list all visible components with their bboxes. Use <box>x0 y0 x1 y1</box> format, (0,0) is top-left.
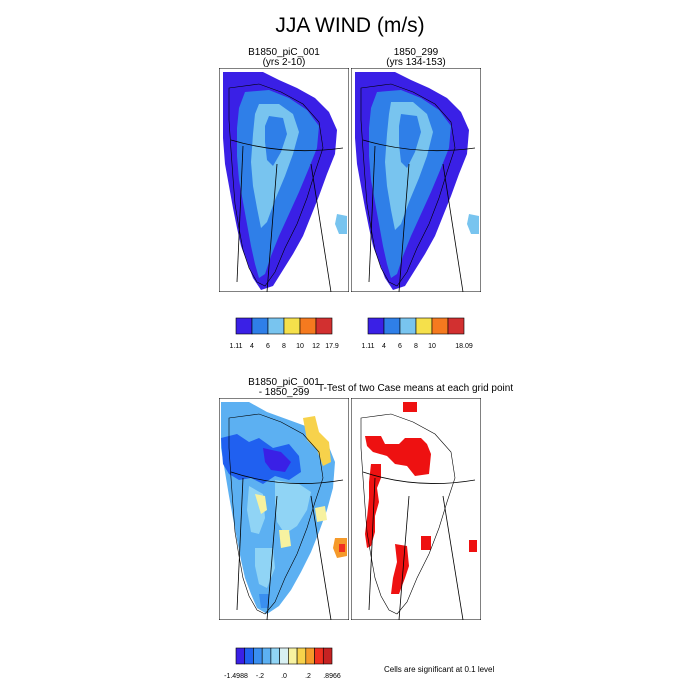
coastline <box>228 83 324 287</box>
colorbar-label: 4 <box>382 343 386 350</box>
colorbar-label: 18.09 <box>455 343 473 350</box>
colorbar-label: 6 <box>266 343 270 350</box>
panel1-title-text: B1850_piC_001 <box>248 47 320 58</box>
panel3-title: B1850_piC_001 - 1850_299 <box>220 378 348 398</box>
colorbar-swatch <box>322 647 333 665</box>
colorbar-swatch <box>296 647 307 665</box>
colorbar-label: 1.11 <box>361 343 374 350</box>
wind-field <box>223 72 347 290</box>
panel3-title-text: B1850_piC_001 <box>248 377 320 388</box>
map-panel-2 <box>351 68 481 292</box>
graticule <box>362 471 476 620</box>
colorbar-swatch <box>415 317 433 335</box>
colorbar-label: 12 <box>312 343 320 350</box>
colorbar-swatch <box>288 647 298 665</box>
graticule <box>362 139 476 292</box>
coastline <box>360 413 456 615</box>
panel1-title: B1850_piC_001 (yrs 2-10) <box>220 48 348 68</box>
colorbar-label: 10 <box>428 343 436 350</box>
panel3-subtitle: - 1850_299 <box>258 387 310 398</box>
panel2-title: 1850_299 (yrs 134-153) <box>352 48 480 68</box>
colorbar-label: 8 <box>414 343 418 350</box>
map-panel-1 <box>219 68 349 292</box>
colorbar-label: .8966 <box>323 673 341 680</box>
colorbar-1: 1.11 4 6 8 10 12 17.9 <box>229 317 339 350</box>
colorbar-label: 17.9 <box>325 343 339 350</box>
map-panel-3 <box>219 398 349 620</box>
colorbar-swatch <box>235 317 253 335</box>
colorbar-2: 1.11 4 6 8 10 18.09 <box>361 317 473 350</box>
colorbar-swatch <box>244 647 254 665</box>
graticule <box>230 471 344 620</box>
colorbar-label: -1.4988 <box>224 673 248 680</box>
figure-title: JJA WIND (m/s) <box>275 14 425 37</box>
wind-field <box>355 72 479 290</box>
colorbar-swatch <box>305 647 315 665</box>
colorbar-swatch <box>299 317 317 335</box>
colorbar-3: -1.4988 -.2 .0 .2 .8966 <box>224 647 341 680</box>
difference-field <box>221 402 347 614</box>
significance-cells <box>365 402 477 594</box>
map-panel-4 <box>351 398 481 620</box>
panel2-subtitle: (yrs 134-153) <box>386 57 446 68</box>
coastline <box>228 413 324 615</box>
colorbar-swatch <box>270 647 280 665</box>
colorbar-label: 10 <box>296 343 304 350</box>
colorbar-label: 4 <box>250 343 254 350</box>
colorbar-swatch <box>314 647 324 665</box>
colorbar-label: -.2 <box>256 673 264 680</box>
colorbar-swatch <box>315 317 333 335</box>
panel2-title-text: 1850_299 <box>393 47 439 58</box>
colorbar-swatch <box>447 317 465 335</box>
colorbar-swatch <box>367 317 385 335</box>
colorbar-swatch <box>431 317 449 335</box>
significance-note: Cells are significant at 0.1 level <box>384 665 495 674</box>
colorbar-swatch <box>399 317 417 335</box>
colorbar-swatch <box>279 647 289 665</box>
colorbar-swatch <box>383 317 401 335</box>
colorbar-swatch <box>235 647 246 665</box>
colorbar-swatch <box>261 647 272 665</box>
colorbar-label: .2 <box>305 673 311 680</box>
colorbar-swatch <box>267 317 285 335</box>
colorbar-label: 6 <box>398 343 402 350</box>
graticule <box>230 139 344 292</box>
panel4-title: T-Test of two Case means at each grid po… <box>318 383 514 394</box>
colorbar-swatch <box>251 317 269 335</box>
colorbar-swatch <box>283 317 301 335</box>
colorbar-label: 1.11 <box>229 343 242 350</box>
colorbar-swatch <box>253 647 263 665</box>
colorbar-label: 8 <box>282 343 286 350</box>
panel1-subtitle: (yrs 2-10) <box>262 57 306 68</box>
colorbar-label: .0 <box>281 673 287 680</box>
coastline <box>360 83 456 287</box>
